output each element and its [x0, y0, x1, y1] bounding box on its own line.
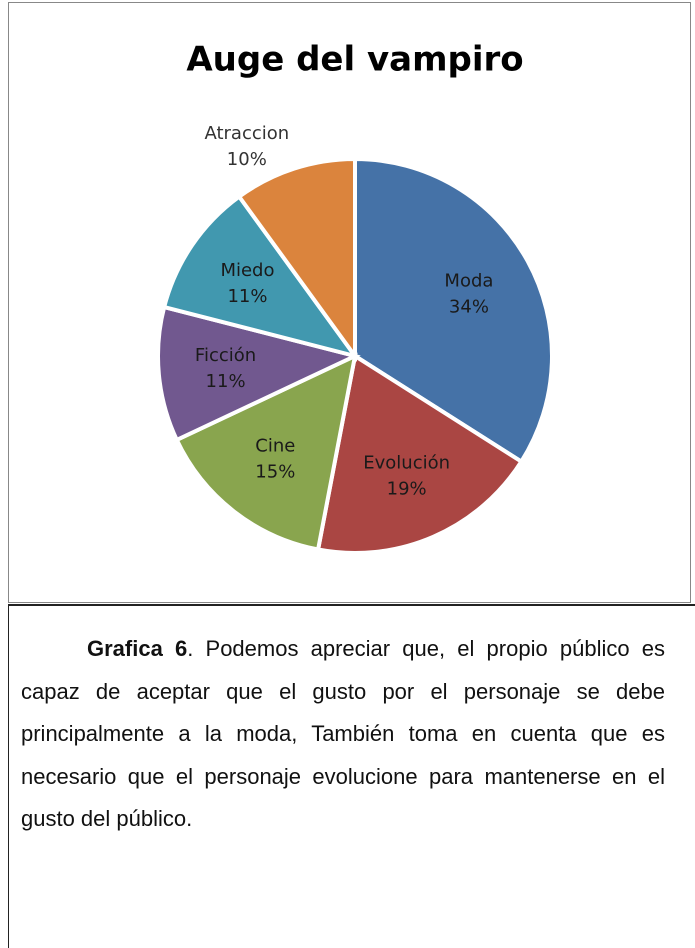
pie-slice	[174, 352, 358, 552]
chart-frame: Auge del vampiro Moda 34% Evolución 19% Cine…	[8, 2, 691, 603]
caption-text: . Podemos apreciar que, el propio públic…	[21, 636, 666, 831]
slice-value-label: 19%	[387, 478, 427, 499]
pie-slice	[315, 352, 525, 555]
pie-slice	[156, 304, 361, 443]
chart-title: Auge del vampiro	[186, 40, 523, 80]
slice-label: Atraccion	[204, 123, 289, 144]
pie-slice	[161, 193, 360, 360]
slice-label: Ficción	[195, 345, 256, 366]
slice-label: Miedo	[220, 260, 274, 281]
caption-label: Grafica 6	[87, 636, 188, 661]
caption: Grafica 6. Podemos apreciar que, el prop…	[21, 628, 665, 841]
slice-label: Cine	[255, 436, 295, 457]
slice-value-label: 10%	[227, 149, 267, 170]
slice-value-label: 11%	[206, 371, 246, 392]
slice-label: Evolución	[363, 452, 450, 473]
chart: Auge del vampiro Moda 34% Evolución 19% Cine…	[156, 40, 554, 555]
slice-value-label: 34%	[449, 296, 489, 317]
caption-frame: Grafica 6. Podemos apreciar que, el prop…	[8, 604, 695, 948]
slice-value-label: 11%	[227, 286, 267, 307]
slice-label: Moda	[444, 270, 493, 291]
pie-slice	[236, 156, 357, 363]
slice-value-label: 15%	[255, 462, 295, 483]
